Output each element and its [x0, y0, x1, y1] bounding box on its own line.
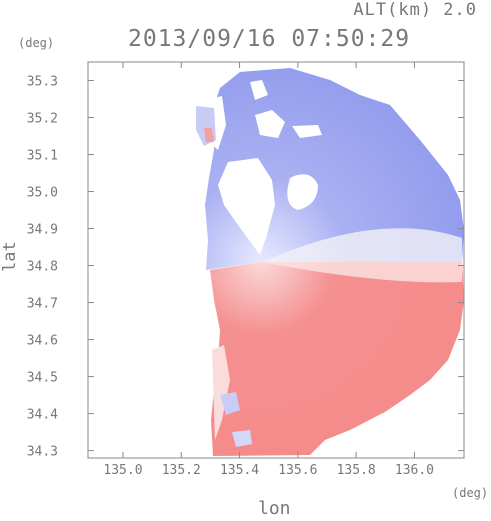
- y-tick-label: 34.9: [27, 223, 58, 238]
- y-tick-label: 35.2: [27, 112, 58, 127]
- x-tick-label: 136.0: [395, 463, 434, 478]
- y-tick-label: 34.6: [27, 334, 58, 349]
- x-tick-label: 135.6: [278, 463, 317, 478]
- x-tick-label: 135.2: [162, 463, 201, 478]
- data-gap: [287, 174, 318, 210]
- y-tick-label: 35.0: [27, 186, 58, 201]
- radar-velocity-field: [196, 68, 464, 456]
- y-tick-label: 34.3: [27, 445, 58, 460]
- y-ticks: 34.3 34.4 34.5 34.6 34.7 34.8 34.9 35.0 35.1 35.2…: [27, 75, 464, 460]
- near-zero-band: [262, 228, 462, 262]
- y-tick-label: 34.5: [27, 371, 58, 386]
- data-gap: [218, 158, 275, 255]
- x-tick-label: 135.0: [103, 463, 142, 478]
- receding-region: [210, 262, 464, 456]
- y-tick-label: 35.3: [27, 75, 58, 90]
- plot-frame: [87, 61, 465, 459]
- y-axis-unit: (deg): [18, 36, 55, 50]
- data-gap: [292, 125, 322, 138]
- y-tick-label: 34.8: [27, 260, 58, 275]
- y-tick-label: 35.1: [27, 149, 58, 164]
- x-axis-label: lon: [258, 498, 291, 519]
- x-axis-unit: (deg): [452, 486, 489, 500]
- altitude-label: ALT(km) 2.0: [353, 0, 477, 20]
- data-gap: [255, 110, 285, 138]
- y-tick-label: 34.4: [27, 408, 58, 423]
- x-ticks: 135.0 135.2 135.4 135.6 135.8 136.0: [103, 62, 434, 478]
- x-tick-label: 135.4: [220, 463, 259, 478]
- y-tick-label: 34.7: [27, 297, 58, 312]
- x-tick-label: 135.8: [337, 463, 376, 478]
- data-gap: [250, 80, 268, 100]
- timestamp-title: 2013/09/16 07:50:29: [128, 26, 411, 52]
